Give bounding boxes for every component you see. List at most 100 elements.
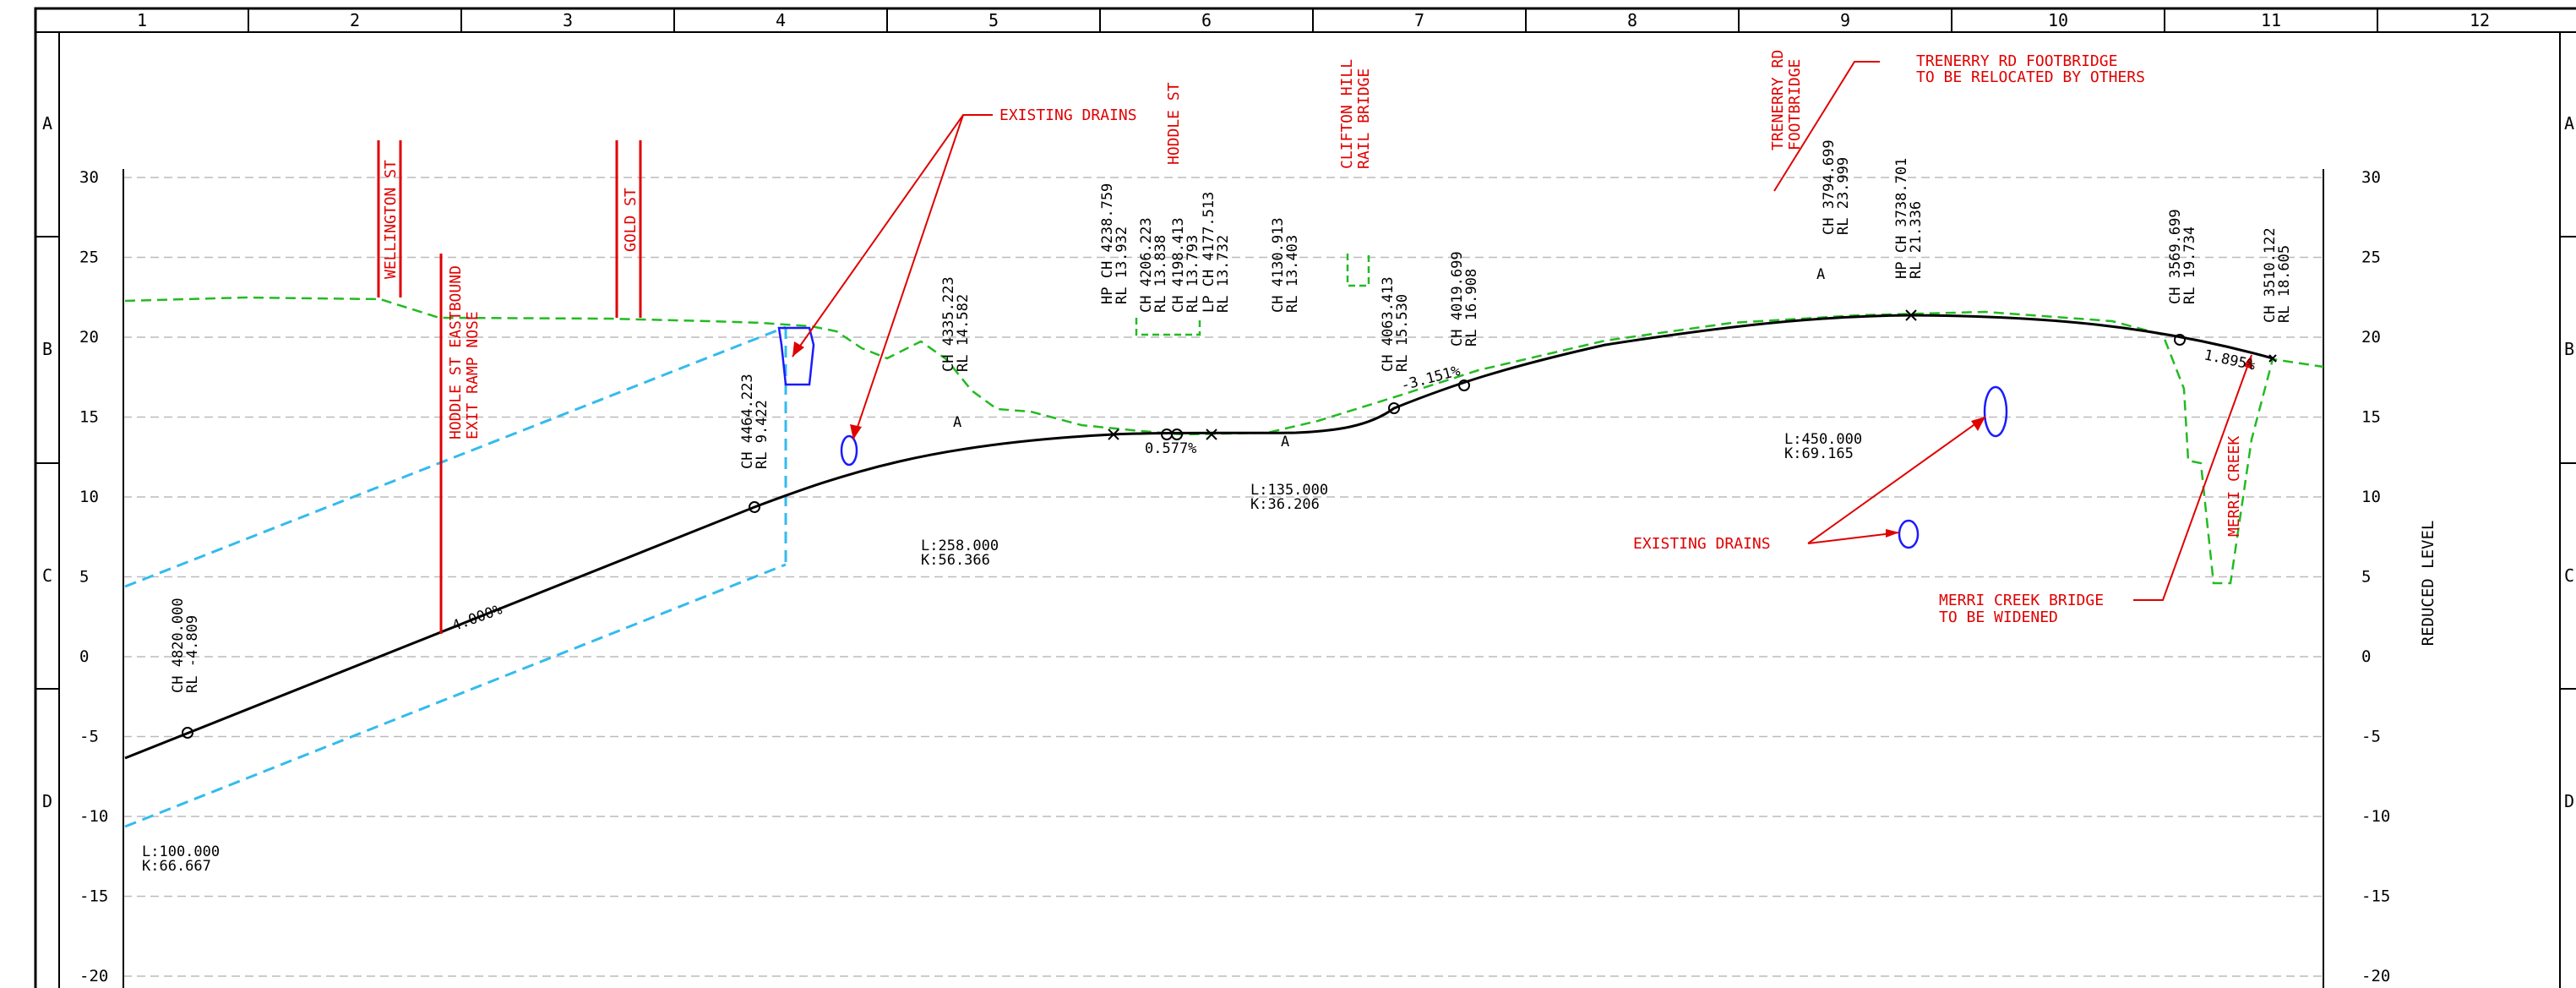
y-tick-label: -15 <box>79 887 108 906</box>
drain-icon <box>840 434 858 467</box>
rl-label: RL 13.732 <box>1215 235 1232 313</box>
rl-label: RL 16.908 <box>1463 269 1480 347</box>
column-label: 4 <box>776 10 786 30</box>
creek-label-merri: MERRI CREEK <box>2225 436 2243 537</box>
note-trenerry: TRENERRY RD FOOTBRIDGE <box>1916 52 2117 70</box>
column-labels: 1 2 3 4 5 6 7 8 9 10 11 12 <box>137 10 2490 30</box>
y-tick-label: 15 <box>2361 408 2381 427</box>
y-tick-label: 25 <box>79 248 99 267</box>
rail-bridge-marks <box>1135 254 1370 336</box>
sheet-border <box>34 7 2576 988</box>
rl-label: RL 21.336 <box>1908 201 1925 279</box>
curve-length-label: L:100.000 <box>142 843 220 860</box>
section-marker: A <box>1816 266 1825 283</box>
curve-length-label: L:135.000 <box>1250 482 1328 499</box>
row-label: D <box>2564 791 2574 811</box>
y-tick-label: -20 <box>79 967 108 985</box>
curve-k-label: K:36.206 <box>1250 496 1320 513</box>
street-markers <box>377 140 642 634</box>
drain-envelope <box>124 325 787 828</box>
y-tick-label: 0 <box>2361 647 2371 666</box>
y-tick-label: 20 <box>2361 328 2381 347</box>
grade-label: 0.577% <box>1145 440 1196 457</box>
section-marker: A <box>953 414 961 431</box>
column-dividers <box>248 8 2378 32</box>
chainage-label: CH 4130.913 <box>1270 217 1287 313</box>
footbridge-label-trenerry: FOOTBRIDGE <box>1786 59 1804 150</box>
column-label: 6 <box>1201 10 1212 30</box>
drain-culvert-icon <box>777 326 815 386</box>
row-labels: A B C D A B C D <box>42 113 2574 811</box>
chainage-label: CH 4335.223 <box>940 276 957 372</box>
street-label-hoddle: HODDLE ST <box>1165 82 1183 165</box>
y-tick-labels-right: 30 25 20 15 10 5 0 -5 -10 -15 -20 <box>2361 168 2390 985</box>
row-label: A <box>42 113 52 134</box>
note-trenerry: TO BE RELOCATED BY OTHERS <box>1916 68 2145 86</box>
design-road-line <box>124 314 2274 760</box>
y-tick-label: 30 <box>2361 168 2381 187</box>
chainage-label: CH 4820.000 <box>170 598 187 693</box>
curve-k-label: K:56.366 <box>921 552 990 569</box>
column-label: 10 <box>2048 10 2068 30</box>
envelope-upper <box>124 325 787 588</box>
row-label: B <box>2564 339 2574 359</box>
bridge-label-clifton: RAIL BRIDGE <box>1355 68 1373 169</box>
curve-length-label: L:450.000 <box>1784 431 1862 448</box>
y-tick-label: 25 <box>2361 248 2381 267</box>
rl-label: RL 9.422 <box>754 400 771 469</box>
column-label: 7 <box>1414 10 1424 30</box>
y-tick-labels-left: 30 25 20 15 10 5 0 -5 -10 -15 -20 <box>79 168 108 985</box>
grade-label: -4.000% <box>442 601 504 637</box>
row-label: C <box>2564 565 2574 586</box>
y-tick-label: -5 <box>2361 728 2381 746</box>
envelope-lower <box>124 563 787 828</box>
y-tick-label: 15 <box>79 408 99 427</box>
leader-lines <box>792 61 2252 601</box>
curve-k-label: K:66.667 <box>142 858 211 875</box>
curve-length-label: L:258.000 <box>921 538 999 554</box>
chainage-label: CH 3510.122 <box>2262 227 2279 323</box>
rl-label: RL 15.530 <box>1394 294 1411 372</box>
rl-label: RL 18.605 <box>2276 245 2293 323</box>
section-markers: A A A <box>953 266 1825 450</box>
y-tick-label: 5 <box>79 568 89 587</box>
row-label: B <box>42 339 52 359</box>
curve-markers <box>182 309 2277 739</box>
y-tick-label: -15 <box>2361 887 2390 906</box>
chainage-label: CH 3794.699 <box>1821 139 1838 235</box>
y-tick-label: -10 <box>2361 807 2390 826</box>
curve-k-label: K:69.165 <box>1784 445 1854 462</box>
section-marker: A <box>1281 434 1289 450</box>
chainage-label: CH 4464.223 <box>739 374 756 469</box>
rl-label: RL 13.793 <box>1185 235 1201 313</box>
rl-label: RL 14.582 <box>955 294 972 372</box>
footbridge-label-trenerry: TRENERRY RD <box>1769 50 1787 150</box>
y-tick-label: 20 <box>79 328 99 347</box>
y-axis-title: REDUCED LEVEL <box>2419 521 2437 647</box>
column-label: 8 <box>1627 10 1637 30</box>
y-tick-label: -20 <box>2361 967 2390 985</box>
y-tick-label: -10 <box>79 807 108 826</box>
column-label: 1 <box>137 10 147 30</box>
y-tick-label: 0 <box>79 647 89 666</box>
y-tick-label: 30 <box>79 168 99 187</box>
note-merri-bridge: TO BE WIDENED <box>1939 609 2058 626</box>
y-tick-label: 10 <box>2361 488 2381 506</box>
column-label: 3 <box>563 10 573 30</box>
rl-label: RL 13.932 <box>1114 227 1130 304</box>
drain-icon <box>1898 519 1920 549</box>
note-existing-drains: EXISTING DRAINS <box>999 106 1137 124</box>
street-label-gold: GOLD ST <box>622 188 640 252</box>
grid-lines <box>123 177 2323 977</box>
leader-arrowheads <box>792 341 2252 538</box>
rl-label: RL 13.403 <box>1284 235 1301 313</box>
chainage-label: CH 4198.413 <box>1170 217 1187 313</box>
bridge-label-clifton: CLIFTON HILL <box>1338 59 1356 169</box>
y-tick-label: -5 <box>79 728 99 746</box>
street-label-hoddle-exit: EXIT RAMP NOSE <box>464 311 482 439</box>
row-dividers <box>35 236 2576 690</box>
chainage-label: CH 4206.223 <box>1138 217 1155 313</box>
row-label: D <box>42 791 52 811</box>
chainage-label: CH 3569.699 <box>2167 209 2184 304</box>
